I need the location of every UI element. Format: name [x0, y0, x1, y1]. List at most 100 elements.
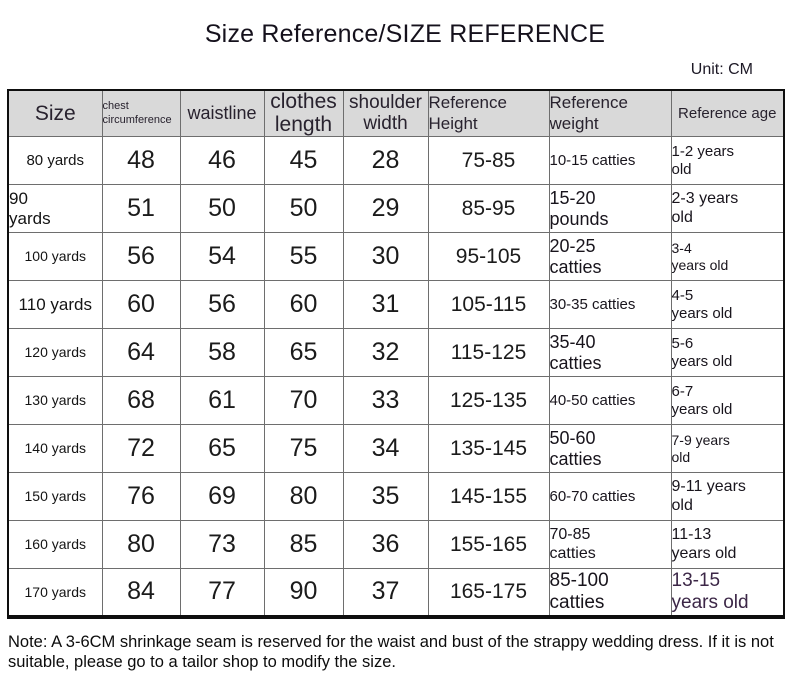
- cell-reference-height: 135-145: [427, 424, 550, 473]
- cell-size: 120 yards: [7, 328, 103, 377]
- cell-size: 90 yards: [7, 184, 103, 233]
- cell-reference-age: 3-4 years old: [670, 232, 785, 281]
- col-header-clothes-length: clothes length: [263, 89, 344, 137]
- cell-shoulder-width: 30: [342, 232, 429, 281]
- cell-reference-weight: 40-50 catties: [548, 376, 672, 425]
- cell-waistline: 46: [179, 136, 265, 185]
- cell-clothes-length: 65: [263, 328, 344, 377]
- cell-reference-height: 75-85: [427, 136, 550, 185]
- unit-label: Unit: CM: [690, 61, 753, 78]
- table-row: 100 yards 56 54 55 30 95-105 20-25 catti…: [7, 232, 785, 281]
- cell-chest: 60: [101, 280, 181, 329]
- cell-chest: 80: [101, 520, 181, 569]
- cell-reference-height: 85-95: [427, 184, 550, 233]
- cell-waistline: 54: [179, 232, 265, 281]
- cell-waistline: 69: [179, 472, 265, 521]
- cell-reference-age: 6-7 years old: [670, 376, 785, 425]
- cell-waistline: 73: [179, 520, 265, 569]
- cell-clothes-length: 60: [263, 280, 344, 329]
- col-header-chest-circumference: chest circumference: [101, 89, 181, 137]
- col-header-reference-weight: Reference weight: [548, 89, 672, 137]
- cell-reference-age: 2-3 years old: [670, 184, 785, 233]
- cell-reference-weight: 15-20 pounds: [548, 184, 672, 233]
- cell-reference-weight: 70-85 catties: [548, 520, 672, 569]
- cell-reference-age: 5-6 years old: [670, 328, 785, 377]
- cell-reference-height: 165-175: [427, 568, 550, 617]
- cell-shoulder-width: 31: [342, 280, 429, 329]
- cell-clothes-length: 50: [263, 184, 344, 233]
- size-reference-table: Size chest circumference waistline cloth…: [7, 89, 785, 619]
- cell-clothes-length: 45: [263, 136, 344, 185]
- cell-shoulder-width: 33: [342, 376, 429, 425]
- cell-shoulder-width: 32: [342, 328, 429, 377]
- cell-chest: 84: [101, 568, 181, 617]
- header-row: Size chest circumference waistline cloth…: [7, 89, 785, 137]
- cell-size: 110 yards: [7, 280, 103, 329]
- cell-reference-weight: 35-40 catties: [548, 328, 672, 377]
- table-row: 170 yards 84 77 90 37 165-175 85-100 cat…: [7, 568, 785, 617]
- col-header-reference-height: Reference Height: [427, 89, 550, 137]
- cell-reference-age: 7-9 years old: [670, 424, 785, 473]
- cell-chest: 76: [101, 472, 181, 521]
- cell-reference-weight: 30-35 catties: [548, 280, 672, 329]
- cell-size: 100 yards: [7, 232, 103, 281]
- table-row: 140 yards 72 65 75 34 135-145 50-60 catt…: [7, 424, 785, 473]
- cell-reference-age: 9-11 years old: [670, 472, 785, 521]
- cell-waistline: 65: [179, 424, 265, 473]
- cell-chest: 48: [101, 136, 181, 185]
- cell-chest: 56: [101, 232, 181, 281]
- cell-clothes-length: 90: [263, 568, 344, 617]
- table-row: 130 yards 68 61 70 33 125-135 40-50 catt…: [7, 376, 785, 425]
- cell-reference-weight: 60-70 catties: [548, 472, 672, 521]
- cell-clothes-length: 70: [263, 376, 344, 425]
- cell-reference-height: 125-135: [427, 376, 550, 425]
- col-header-shoulder-width: shoulder width: [342, 89, 429, 137]
- cell-reference-age: 13-15 years old: [670, 568, 785, 617]
- table-row: 150 yards 76 69 80 35 145-155 60-70 catt…: [7, 472, 785, 521]
- cell-chest: 64: [101, 328, 181, 377]
- cell-reference-height: 105-115: [427, 280, 550, 329]
- cell-size: 140 yards: [7, 424, 103, 473]
- cell-chest: 51: [101, 184, 181, 233]
- cell-reference-height: 145-155: [427, 472, 550, 521]
- cell-clothes-length: 85: [263, 520, 344, 569]
- cell-shoulder-width: 28: [342, 136, 429, 185]
- cell-shoulder-width: 36: [342, 520, 429, 569]
- col-header-waistline: waistline: [179, 89, 265, 137]
- cell-clothes-length: 75: [263, 424, 344, 473]
- cell-chest: 72: [101, 424, 181, 473]
- cell-waistline: 50: [179, 184, 265, 233]
- cell-shoulder-width: 29: [342, 184, 429, 233]
- cell-reference-weight: 50-60 catties: [548, 424, 672, 473]
- col-header-reference-age: Reference age: [670, 89, 785, 137]
- table-row: 90 yards 51 50 50 29 85-95 15-20 pounds …: [7, 184, 785, 233]
- cell-size: 150 yards: [7, 472, 103, 521]
- cell-clothes-length: 80: [263, 472, 344, 521]
- cell-reference-height: 115-125: [427, 328, 550, 377]
- cell-waistline: 58: [179, 328, 265, 377]
- cell-waistline: 77: [179, 568, 265, 617]
- col-header-size: Size: [7, 89, 103, 137]
- page-title: Size Reference/SIZE REFERENCE: [204, 20, 606, 48]
- cell-reference-age: 1-2 years old: [670, 136, 785, 185]
- cell-shoulder-width: 34: [342, 424, 429, 473]
- cell-size: 80 yards: [7, 136, 103, 185]
- cell-reference-height: 155-165: [427, 520, 550, 569]
- shrinkage-note: Note: A 3-6CM shrinkage seam is reserved…: [8, 632, 774, 672]
- cell-shoulder-width: 37: [342, 568, 429, 617]
- cell-waistline: 56: [179, 280, 265, 329]
- cell-reference-age: 4-5 years old: [670, 280, 785, 329]
- cell-size: 170 yards: [7, 568, 103, 617]
- cell-size: 130 yards: [7, 376, 103, 425]
- table-row: 160 yards 80 73 85 36 155-165 70-85 catt…: [7, 520, 785, 569]
- size-chart-page: Size Reference/SIZE REFERENCE Unit: CM S…: [0, 20, 790, 673]
- cell-waistline: 61: [179, 376, 265, 425]
- cell-reference-weight: 85-100 catties: [548, 568, 672, 617]
- table-row: 120 yards 64 58 65 32 115-125 35-40 catt…: [7, 328, 785, 377]
- cell-shoulder-width: 35: [342, 472, 429, 521]
- cell-reference-height: 95-105: [427, 232, 550, 281]
- cell-reference-weight: 10-15 catties: [548, 136, 672, 185]
- cell-reference-weight: 20-25 catties: [548, 232, 672, 281]
- cell-clothes-length: 55: [263, 232, 344, 281]
- cell-size: 160 yards: [7, 520, 103, 569]
